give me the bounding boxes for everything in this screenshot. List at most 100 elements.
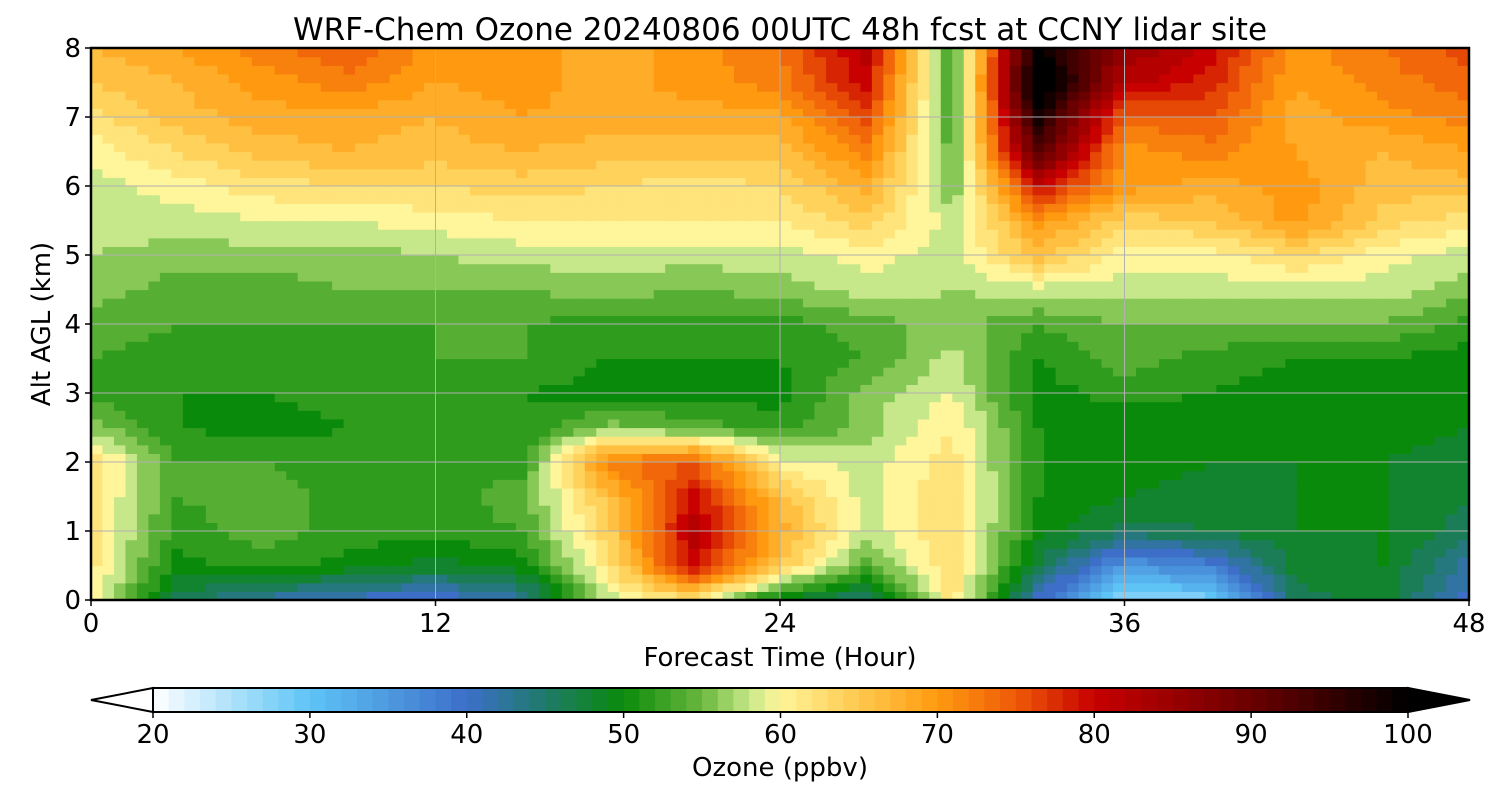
heatmap-cell — [240, 427, 253, 437]
heatmap-cell — [182, 436, 195, 446]
heatmap-cell — [274, 582, 287, 592]
heatmap-cell — [802, 341, 816, 351]
heatmap-cell — [1239, 306, 1252, 316]
heatmap-cell — [791, 470, 804, 480]
heatmap-cell — [343, 548, 356, 558]
heatmap-cell — [159, 367, 172, 377]
heatmap-cell — [194, 315, 207, 325]
heatmap-cell — [1308, 324, 1321, 334]
heatmap-cell — [1021, 436, 1034, 446]
heatmap-cell — [1239, 358, 1252, 368]
heatmap-cell — [1308, 531, 1321, 541]
heatmap-cell — [286, 479, 299, 489]
heatmap-cell — [194, 246, 207, 256]
heatmap-cell — [665, 280, 678, 291]
heatmap-cell — [642, 289, 655, 299]
heatmap-cell — [102, 513, 115, 523]
heatmap-cell — [355, 531, 368, 541]
heatmap-cell — [1457, 531, 1469, 541]
heatmap-cell — [1423, 280, 1436, 291]
heatmap-cell — [780, 315, 793, 325]
heatmap-cell — [676, 410, 689, 420]
heatmap-cell — [1354, 548, 1367, 558]
heatmap-cell — [848, 470, 861, 480]
heatmap-cell — [125, 548, 138, 558]
heatmap-cell — [527, 246, 540, 256]
heatmap-cell — [1319, 444, 1332, 454]
heatmap-cell — [366, 375, 379, 385]
heatmap-cell — [1009, 531, 1022, 541]
heatmap-cell — [584, 565, 597, 575]
heatmap-cell — [125, 522, 138, 532]
heatmap-cell — [929, 349, 942, 360]
heatmap-cell — [136, 375, 150, 385]
heatmap-cell — [355, 332, 368, 342]
heatmap-cell — [757, 470, 770, 480]
heatmap-cell — [504, 393, 517, 403]
heatmap-cell — [848, 263, 861, 273]
heatmap-cell — [1342, 349, 1355, 360]
heatmap-cell — [309, 453, 322, 463]
heatmap-cell — [986, 341, 999, 351]
heatmap-cell — [596, 487, 609, 498]
heatmap-cell — [458, 513, 471, 523]
heatmap-cell — [320, 436, 333, 446]
heatmap-cell — [1216, 315, 1229, 325]
heatmap-cell — [929, 375, 942, 385]
heatmap-cell — [1239, 280, 1252, 291]
heatmap-cell — [1296, 556, 1309, 567]
heatmap-cell — [1331, 358, 1344, 368]
heatmap-cell — [940, 548, 953, 558]
heatmap-cell — [1354, 393, 1367, 403]
heatmap-cell — [1170, 280, 1183, 291]
heatmap-cell — [929, 444, 942, 454]
heatmap-cell — [194, 565, 207, 575]
heatmap-cell — [1446, 263, 1459, 273]
heatmap-cell — [458, 237, 471, 247]
heatmap-cell — [1296, 565, 1309, 575]
heatmap-cell — [699, 237, 712, 247]
heatmap-cell — [320, 280, 333, 291]
heatmap-cell — [515, 505, 528, 515]
heatmap-cell — [584, 591, 597, 600]
heatmap-cell — [630, 513, 643, 523]
heatmap-cell — [1090, 393, 1103, 403]
heatmap-cell — [550, 255, 563, 265]
heatmap-cell — [653, 531, 666, 541]
heatmap-cell — [515, 289, 528, 299]
heatmap-cell — [1009, 306, 1022, 316]
heatmap-cell — [653, 479, 666, 489]
heatmap-cell — [148, 505, 161, 515]
heatmap-cell — [515, 427, 528, 437]
heatmap-cell — [952, 237, 965, 247]
heatmap-cell — [607, 505, 620, 515]
heatmap-cell — [217, 513, 230, 523]
heatmap-cell — [1147, 367, 1160, 377]
heatmap-cell — [113, 565, 127, 575]
heatmap-cell — [1239, 255, 1252, 265]
heatmap-cell — [113, 298, 127, 308]
heatmap-cell — [159, 591, 172, 600]
heatmap-cell — [469, 280, 483, 291]
heatmap-cell — [791, 436, 804, 446]
heatmap-cell — [1285, 487, 1298, 498]
heatmap-cell — [596, 539, 609, 549]
heatmap-cell — [469, 487, 483, 498]
heatmap-cell — [355, 427, 368, 437]
heatmap-cell — [963, 487, 976, 498]
heatmap-cell — [676, 556, 689, 567]
heatmap-cell — [309, 436, 322, 446]
heatmap-cell — [1377, 496, 1390, 506]
heatmap-cell — [1147, 263, 1160, 273]
heatmap-cell — [171, 246, 184, 256]
heatmap-cell — [1170, 298, 1183, 308]
heatmap-cell — [309, 444, 322, 454]
heatmap-cell — [355, 358, 368, 368]
heatmap-cell — [378, 479, 391, 489]
heatmap-cell — [1434, 393, 1447, 403]
heatmap-cell — [998, 531, 1011, 541]
heatmap-cell — [194, 367, 207, 377]
heatmap-cell — [963, 237, 976, 247]
heatmap-cell — [538, 298, 551, 308]
heatmap-cell — [1158, 487, 1172, 498]
